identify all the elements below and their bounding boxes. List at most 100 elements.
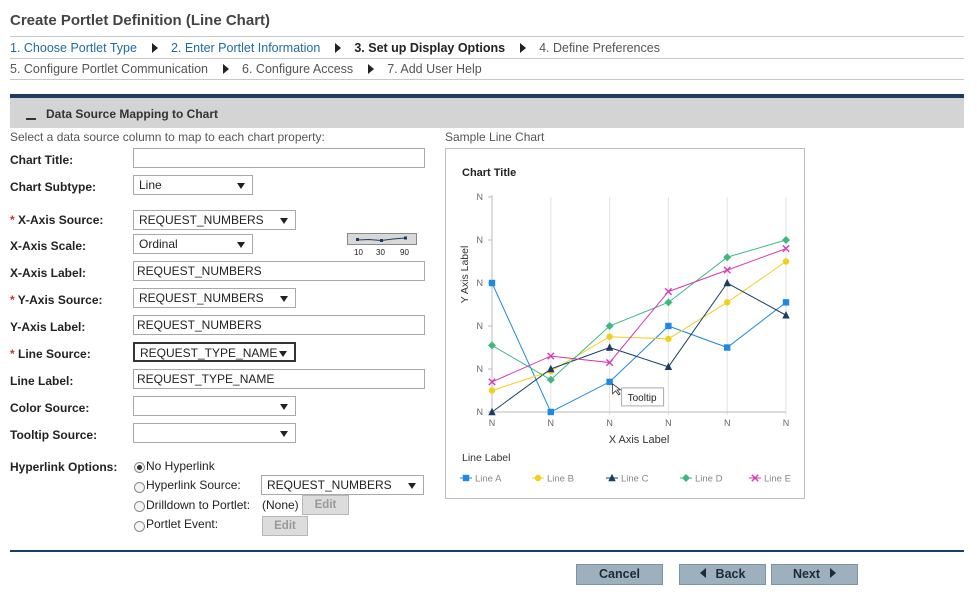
sample-chart-panel: Chart Title N N N N N N N N N N N N X Axis Label Y Axi… [445,148,805,499]
drilldown-value: (None) [262,498,299,512]
drilldown-label[interactable]: Drilldown to Portlet: [146,498,251,512]
next-button[interactable]: Next [771,564,858,585]
y-axis-label-label: Y-Axis Label: [10,320,86,334]
data-point [664,362,673,371]
drilldown-edit-button[interactable]: Edit [302,495,349,515]
legend-marker [462,474,470,482]
data-point [665,322,672,330]
chart-title-input[interactable] [133,148,425,168]
line-label-label: Line Label: [10,374,74,388]
legend-title: Line Label [462,452,510,464]
section-header[interactable] [10,98,964,128]
chevron-down-icon [280,431,288,437]
sample-chart-label: Sample Line Chart [445,130,545,144]
scale-tick-10: 10 [354,248,363,257]
section-top-rule [10,94,964,98]
required-marker: * [10,347,15,361]
section-title: Data Source Mapping to Chart [46,107,219,121]
radio-drilldown[interactable] [134,501,145,512]
chevron-down-icon [280,296,288,302]
next-arrow-icon [830,568,837,578]
data-point [605,343,614,351]
chevron-down-icon [408,483,416,489]
legend-label: Line A [475,474,502,485]
data-point [488,387,496,394]
tooltip-box [621,387,665,407]
x-tick-label: N [606,418,613,428]
hyperlink-source-select[interactable]: REQUEST_NUMBERS [261,475,424,495]
x-tick-label: N [665,418,672,428]
legend-label: Line C [621,474,649,485]
y-tick-label: N [477,278,484,288]
cancel-button[interactable]: Cancel [576,564,663,585]
collapse-icon[interactable] [26,118,36,120]
step-arrow-icon [520,43,527,53]
y-tick-label: N [477,407,484,417]
required-marker: * [10,213,15,227]
data-point [664,298,673,307]
data-point [723,266,731,274]
x-axis-source-label: * X-Axis Source: [10,213,104,227]
line-source-select[interactable]: REQUEST_TYPE_NAME [133,342,296,362]
data-point [723,253,732,262]
data-point [605,358,614,367]
scale-tick-90: 90 [400,248,409,257]
chevron-down-icon [279,351,287,357]
x-axis-title: X Axis Label [609,434,670,446]
legend-marker [608,473,616,482]
x-axis-source-select[interactable]: REQUEST_NUMBERS [133,210,296,230]
step-choose-portlet-type[interactable]: 1. Choose Portlet Type [10,41,137,55]
chart-subtype-select[interactable]: Line [133,175,253,195]
y-axis-label-input[interactable]: REQUEST_NUMBERS [133,315,425,335]
no-hyperlink-label[interactable]: No Hyperlink [146,459,215,473]
radio-no-hyperlink[interactable] [134,462,145,473]
legend-marker [534,474,542,482]
tooltip-source-label: Tooltip Source: [10,428,98,442]
required-marker: * [10,293,15,307]
step-configure-portlet-communication: 5. Configure Portlet Communication [10,62,209,76]
data-point [547,408,554,416]
cursor-icon [612,383,622,396]
data-point [665,335,672,343]
legend-marker [751,474,759,482]
step-enter-portlet-information[interactable]: 2. Enter Portlet Information [170,41,321,55]
tooltip-source-select[interactable] [133,423,296,443]
back-arrow-icon [699,568,706,578]
instructions: Select a data source column to map to ea… [10,130,325,144]
line-label-input[interactable]: REQUEST_TYPE_NAME [133,369,425,389]
radio-hyperlink-source[interactable] [134,482,145,493]
color-source-select[interactable] [133,396,296,416]
chevron-down-icon [237,183,245,189]
data-point [782,311,790,319]
series-line-line-d [491,239,787,381]
radio-portlet-event[interactable] [134,521,145,532]
x-axis-scale-select[interactable]: Ordinal [133,234,253,254]
chevron-down-icon [237,242,245,248]
y-axis-source-select[interactable]: REQUEST_NUMBERS [133,288,296,308]
data-point [488,279,496,287]
back-button[interactable]: Back [679,564,766,585]
y-tick-label: N [477,192,484,202]
portlet-event-edit-button[interactable]: Edit [262,516,308,536]
step-set-up-display-options: 3. Set up Display Options [354,41,506,55]
data-point [605,322,614,330]
x-tick-label: N [783,418,790,428]
divider [10,79,964,80]
data-point [488,341,496,350]
legend-label: Line D [695,474,723,485]
y-axis-source-label: * Y-Axis Source: [10,293,103,307]
x-axis-label-input[interactable]: REQUEST_NUMBERS [133,261,425,281]
portlet-event-label[interactable]: Portlet Event: [146,517,219,531]
y-axis-title: Y Axis Label [459,246,471,304]
data-point [724,344,731,351]
data-point [606,378,613,386]
series-line-line-e [491,248,787,383]
chart-title: Chart Title [462,167,516,179]
page-title: Create Portlet Definition (Line Chart) [10,12,271,29]
color-source-label: Color Source: [10,401,90,415]
scale-tick-30: 30 [376,248,385,257]
hyperlink-source-label[interactable]: Hyperlink Source: [146,478,241,492]
legend-marker [682,474,690,482]
data-point [724,299,731,306]
